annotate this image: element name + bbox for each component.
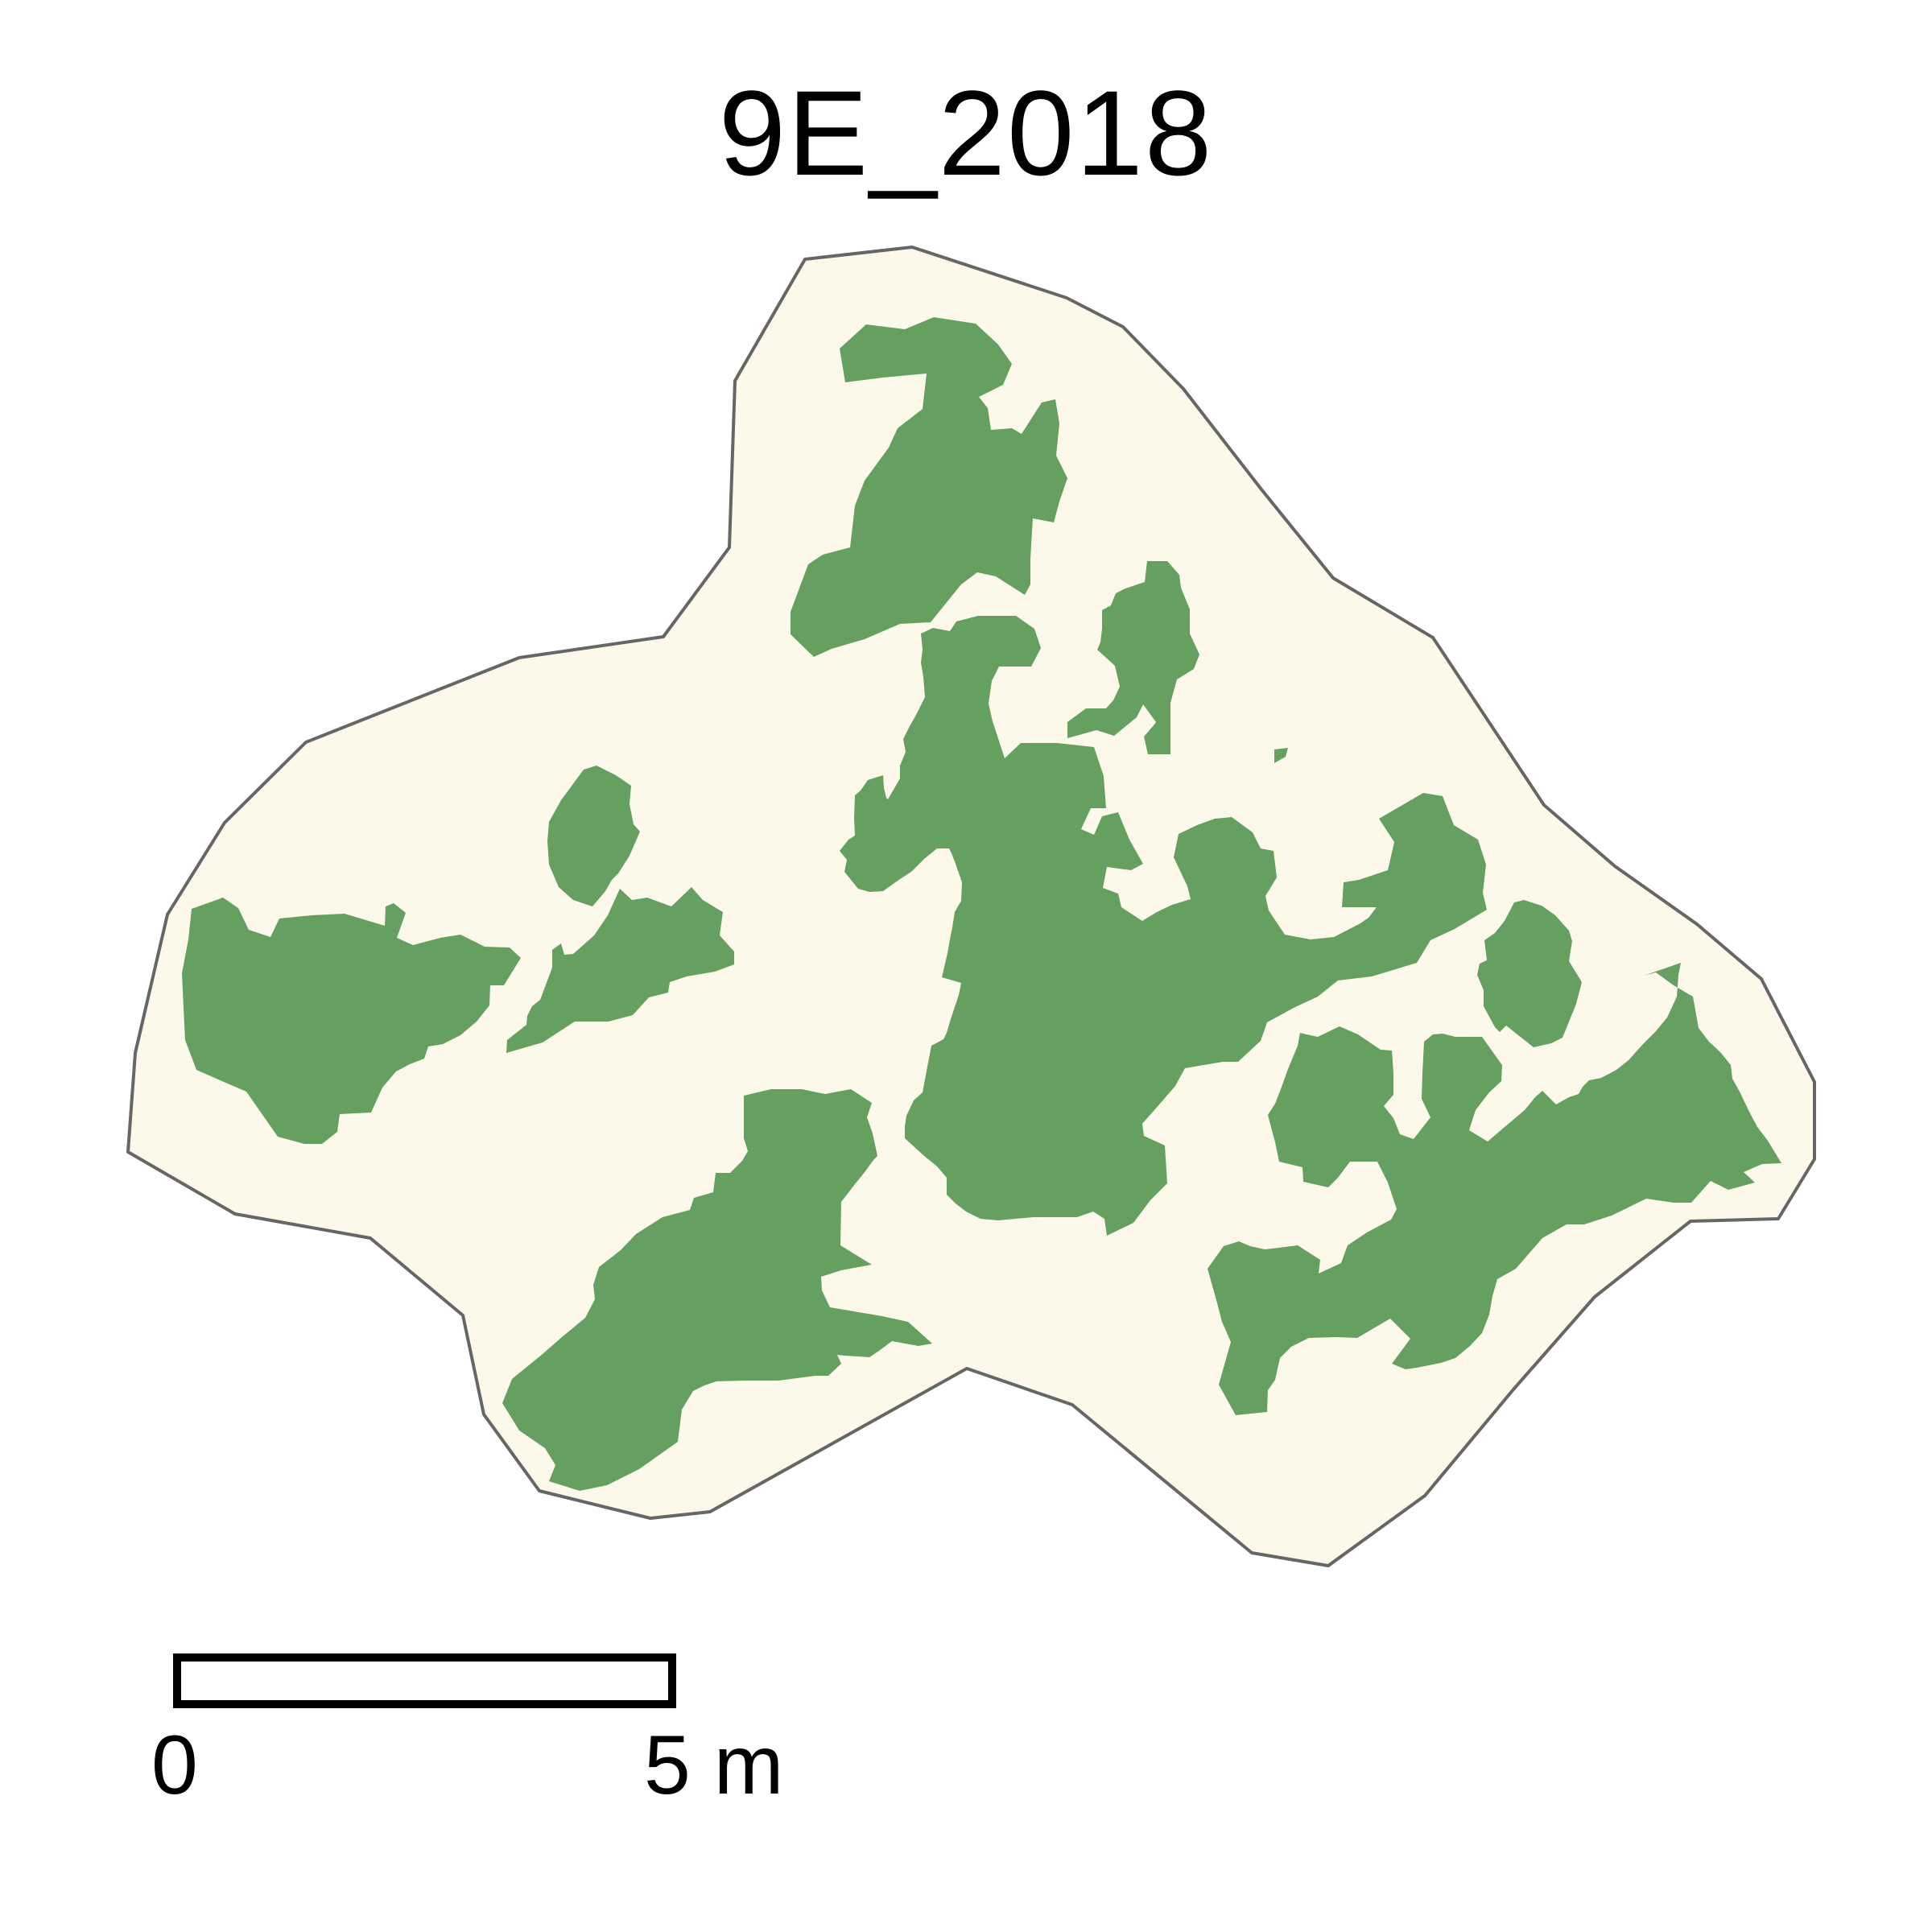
vegetation-patch <box>502 1089 932 1491</box>
vegetation-layer <box>182 317 1781 1491</box>
vegetation-patch <box>547 766 640 906</box>
scale-bar <box>173 1653 676 1708</box>
vegetation-patch <box>182 898 521 1144</box>
vegetation-patch <box>1477 900 1582 1047</box>
scale-bar-start-label: 0 <box>151 1719 198 1812</box>
scale-bar-end-label: 5 m <box>644 1719 784 1812</box>
vegetation-patch <box>506 887 734 1053</box>
vegetation-patch <box>1274 748 1288 763</box>
vegetation-patch <box>840 616 1487 1236</box>
vegetation-patch <box>1067 561 1199 754</box>
map-title: 9E_2018 <box>718 65 1214 200</box>
vegetation-patch <box>791 317 1067 657</box>
vegetation-patch <box>1208 963 1781 1415</box>
